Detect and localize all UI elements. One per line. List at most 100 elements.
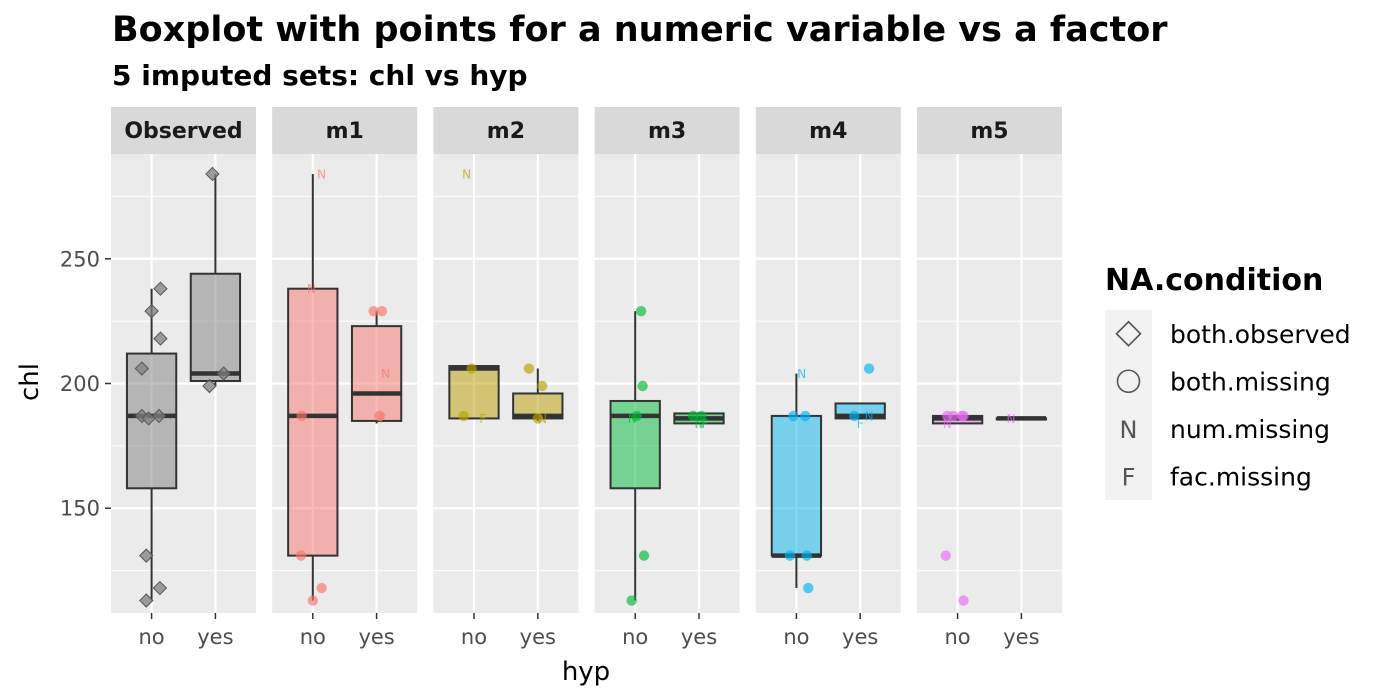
x-axis-title: hyp — [562, 657, 610, 687]
legend-item-both-missing: both.missing — [1105, 357, 1331, 405]
point-both-missing — [466, 363, 477, 374]
point-both-missing — [958, 595, 969, 606]
facet-strip — [433, 107, 579, 154]
point-both-missing — [376, 305, 388, 317]
point-num-missing: N — [695, 417, 704, 431]
point-both-missing — [537, 380, 548, 392]
point-both-observed — [139, 548, 154, 563]
y-tick-label: 200 — [60, 372, 100, 396]
point-both-observed — [205, 166, 220, 182]
x-tick-label: yes — [1003, 625, 1039, 649]
point-both-missing — [849, 410, 860, 422]
box-no — [287, 287, 339, 557]
x-tick-label: no — [300, 625, 326, 649]
legend-items: both.observed both.missing N num.missing F fa… — [1105, 310, 1351, 500]
x-tick-label: no — [461, 625, 487, 649]
point-both-observed — [144, 303, 159, 319]
point-fac-missing: F — [857, 417, 864, 431]
point-both-missing — [626, 595, 637, 606]
facet-strip — [917, 107, 1062, 154]
facet-panel-m2: m2 N F Nno yes — [433, 107, 579, 649]
point-both-missing — [296, 410, 307, 422]
legend-label: fac.missing — [1170, 462, 1312, 491]
x-tick-label: yes — [842, 625, 878, 649]
y-tick-label: 150 — [60, 497, 100, 521]
y-tick-label: 250 — [60, 247, 100, 271]
letter-n-icon: N — [1120, 416, 1138, 444]
facet-strip — [594, 107, 740, 154]
facet-strip-label: m4 — [809, 119, 847, 144]
y-axis-title: chl — [15, 363, 45, 401]
point-both-missing — [637, 380, 648, 392]
x-tick-label: yes — [520, 625, 556, 649]
chart-subtitle: 5 imputed sets: chl vs hyp — [112, 59, 528, 92]
point-both-observed — [153, 281, 168, 296]
point-both-missing — [368, 305, 379, 317]
point-both-missing — [635, 305, 647, 317]
point-fac-missing: F — [701, 417, 708, 431]
point-both-missing — [631, 410, 642, 422]
point-both-observed — [139, 593, 154, 608]
point-both-missing — [784, 550, 796, 561]
point-num-missing: N — [462, 167, 471, 181]
point-both-missing — [295, 550, 307, 561]
legend-key — [1105, 405, 1152, 453]
x-tick-label: yes — [197, 625, 233, 649]
point-both-observed — [202, 378, 217, 394]
facet-strip-label: m3 — [648, 119, 686, 144]
box-yes — [189, 272, 242, 383]
x-tick-label: no — [139, 625, 165, 649]
point-both-missing — [523, 363, 535, 374]
point-num-missing: N — [865, 409, 874, 423]
legend-label: both.observed — [1170, 320, 1351, 349]
point-both-missing — [696, 410, 707, 422]
point-both-observed — [153, 331, 168, 346]
legend-label: both.missing — [1170, 367, 1331, 396]
x-tick-label: yes — [681, 625, 717, 649]
legend-label: num.missing — [1170, 415, 1330, 444]
point-fac-missing: F — [379, 412, 386, 426]
point-both-missing — [374, 410, 385, 422]
legend-key — [1105, 357, 1152, 405]
point-both-missing — [307, 595, 318, 606]
point-num-missing: N — [381, 367, 390, 381]
point-num-missing: N — [1007, 412, 1016, 426]
point-both-missing — [940, 550, 951, 561]
circle-icon — [1116, 369, 1141, 394]
point-both-observed — [151, 408, 167, 424]
point-num-missing: N — [797, 367, 806, 381]
facet-strip-label: m2 — [487, 119, 525, 144]
point-both-missing — [803, 582, 814, 594]
point-num-missing: N — [943, 417, 952, 431]
facet-strip-label: Observed — [124, 119, 242, 144]
facet-strip — [111, 107, 256, 154]
x-tick-label: no — [783, 625, 809, 649]
box-no — [770, 414, 823, 557]
point-num-missing: N — [628, 412, 637, 426]
point-both-missing — [638, 550, 650, 561]
letter-f-icon: F — [1122, 463, 1136, 491]
point-both-missing — [800, 410, 811, 422]
point-both-missing — [958, 410, 969, 422]
point-both-missing — [532, 413, 543, 424]
facet-panel-m5: m5 N Nno yes — [917, 107, 1062, 649]
facet-panel-m1: m1 N N N Fno yes — [272, 107, 418, 649]
point-both-observed — [134, 361, 150, 376]
diamond-icon — [1115, 320, 1142, 347]
x-tick-label: no — [622, 625, 648, 649]
point-both-missing — [788, 410, 799, 422]
point-num-missing: N — [317, 167, 326, 181]
point-num-missing: N — [538, 412, 547, 426]
facet-strip — [755, 107, 901, 154]
facet-panel-observed: Observed no yes — [111, 107, 256, 649]
chart-title: Boxplot with points for a numeric variab… — [112, 10, 1168, 50]
legend-item-both-observed: both.observed — [1105, 310, 1351, 358]
legend: NA.condition both.observed both.missing N n… — [1105, 263, 1351, 500]
point-both-missing — [316, 582, 327, 594]
x-tick-label: no — [945, 625, 971, 649]
point-both-observed — [152, 580, 168, 596]
